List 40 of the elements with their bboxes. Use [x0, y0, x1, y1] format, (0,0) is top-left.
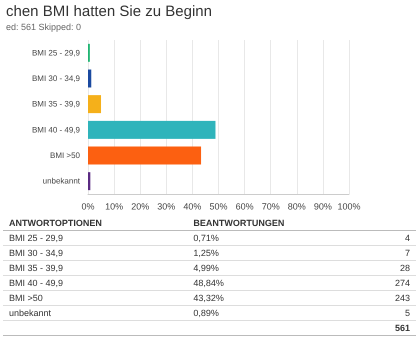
y-tick-label: BMI 35 - 39,9	[32, 100, 81, 109]
text: 4,99%	[187, 260, 368, 276]
x-tick-label: 20%	[131, 202, 150, 212]
x-tick-label: 40%	[183, 202, 202, 212]
x-tick-label: 30%	[157, 202, 176, 212]
text: 4	[368, 230, 416, 246]
text: 561	[368, 320, 416, 336]
y-tick-label: BMI >50	[50, 151, 81, 160]
text: 1,25%	[187, 246, 368, 260]
chart-subtitle: ed: 561 Skipped: 0	[5, 21, 82, 34]
x-tick-label: 60%	[236, 202, 254, 212]
y-tick-label: BMI 25 - 29,9	[32, 48, 81, 58]
category-label: unbekannt	[9, 308, 52, 318]
x-tick-label: 10%	[105, 202, 124, 212]
text: 0,89%	[187, 306, 368, 320]
x-tick-label: 100%	[337, 202, 361, 212]
category-label: BMI 30 - 34,9	[9, 248, 64, 258]
category-label: BMI 40 - 49,9	[9, 278, 64, 288]
x-tick-label: 90%	[314, 202, 332, 212]
x-tick-label: 80%	[288, 202, 306, 212]
text: 7	[368, 246, 416, 260]
text: 243	[368, 290, 416, 306]
text: 0,71%	[187, 230, 368, 246]
chart-title: chen BMI hatten Sie zu Beginn	[5, 2, 213, 20]
category-label: BMI 35 - 39,9	[9, 263, 64, 273]
text: 5	[368, 306, 416, 320]
y-tick-label: BMI 30 - 34,9	[32, 74, 81, 83]
y-tick-label: unbekannt	[42, 176, 81, 186]
text: ANTWORTOPTIONEN	[3, 216, 188, 230]
category-label: BMI 25 - 29,9	[9, 233, 64, 243]
text: 48,84%	[187, 276, 368, 290]
category-label: BMI >50	[9, 293, 43, 303]
x-tick-label: 70%	[262, 202, 280, 212]
text: 274	[368, 276, 416, 290]
x-tick-label: 50%	[209, 202, 228, 212]
x-tick-label: 0%	[81, 202, 95, 212]
text: 28	[368, 260, 416, 276]
text: BEANTWORTUNGEN	[187, 216, 368, 230]
y-tick-label: BMI 40 - 49,9	[32, 125, 81, 134]
text: 43,32%	[187, 290, 368, 306]
